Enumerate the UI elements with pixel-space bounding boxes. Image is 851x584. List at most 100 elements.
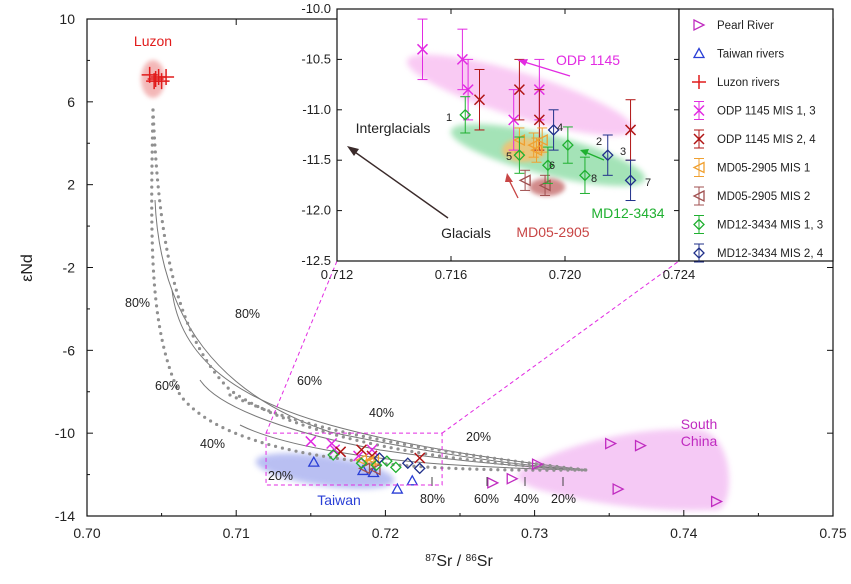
inset-point-number: 3 — [620, 146, 626, 158]
legend-label: ODP 1145 MIS 2, 4 — [717, 134, 816, 146]
legend-marker — [693, 18, 706, 32]
inset-data-point — [547, 124, 560, 136]
inset-data-point — [508, 114, 520, 126]
y-tick-label: -6 — [63, 342, 76, 358]
x-tick-label: 0.74 — [670, 525, 697, 541]
data-point — [413, 462, 426, 475]
mixing-percent-label: 40% — [369, 406, 394, 420]
inset-point-number: 1 — [446, 112, 452, 124]
legend-marker — [693, 218, 705, 231]
odp-1145-label: ODP 1145 — [556, 52, 620, 68]
glacial-interglacial-arrow — [351, 149, 449, 219]
legend-marker — [692, 189, 705, 203]
inset-y-tick-label: -12.5 — [301, 253, 331, 268]
inset-data-point — [533, 114, 545, 126]
inset-data-point — [541, 159, 554, 172]
region-label: Luzon — [134, 33, 172, 49]
md12-arrow — [584, 151, 605, 161]
data-point — [158, 68, 175, 85]
data-point — [487, 476, 500, 489]
mixing-percent-label: 60% — [474, 492, 499, 506]
md05-mis1-field — [502, 138, 546, 162]
legend-marker — [692, 75, 706, 89]
legend-label: Taiwan rivers — [717, 49, 784, 61]
inset-data-point — [561, 139, 574, 151]
inset-data-point — [530, 144, 543, 157]
mixing-curve — [239, 424, 587, 471]
md05-mis2-field — [529, 178, 565, 196]
taiwan-region — [255, 453, 395, 489]
inset-data-point — [513, 149, 526, 162]
legend-label: MD12-3434 MIS 2, 4 — [717, 248, 824, 260]
inset-point-number: 2 — [596, 136, 602, 148]
x-tick-label: 0.72 — [372, 525, 399, 541]
data-point — [356, 464, 370, 476]
odp-field — [406, 54, 634, 136]
data-point — [305, 435, 317, 447]
mixing-bound-dotted — [228, 393, 588, 472]
data-point — [612, 483, 625, 496]
x-axis-label-superscript: 86 — [466, 553, 478, 564]
data-point — [307, 455, 320, 467]
data-point — [710, 495, 724, 508]
mixing-percent-label: 40% — [200, 437, 225, 451]
data-point — [531, 458, 545, 471]
data-point — [355, 457, 368, 470]
inset-point-number: 6 — [549, 160, 555, 172]
data-point — [391, 482, 404, 494]
glacial-interglacial-arrowhead — [347, 146, 359, 156]
data-point — [401, 457, 414, 470]
mixing-bound-dotted — [150, 108, 588, 472]
inset-x-tick-label: 0.720 — [549, 267, 582, 282]
legend-marker — [692, 161, 705, 174]
inset-data-point — [518, 174, 531, 187]
legend-label: MD12-3434 MIS 1, 3 — [717, 220, 823, 232]
inset-data-point — [473, 94, 486, 106]
data-point — [605, 437, 618, 450]
data-point — [406, 474, 419, 486]
data-point — [389, 461, 402, 474]
data-point — [506, 472, 519, 485]
inset-x-tick-label: 0.724 — [663, 267, 696, 282]
legend-label: MD05-2905 MIS 2 — [717, 191, 810, 203]
mixing-curve — [199, 379, 587, 471]
inset-data-point — [527, 139, 540, 152]
y-axis-label: εNd — [19, 254, 36, 282]
legend-label: Pearl River — [717, 20, 774, 32]
mixing-percent-label: 60% — [155, 379, 180, 393]
legend-marker — [693, 104, 705, 117]
legend-marker — [693, 133, 705, 145]
inset-data-point — [462, 84, 474, 96]
legend-label: Luzon rivers — [717, 77, 780, 89]
md05-2905-label: MD05-2905 — [516, 224, 589, 240]
inset-y-tick-label: -12.0 — [301, 203, 331, 218]
y-tick-label: 2 — [67, 177, 75, 193]
x-axis-label-part: Sr / — [436, 553, 465, 570]
inset-point-number: 5 — [506, 151, 512, 163]
inset-data-point — [601, 149, 614, 162]
inset-y-tick-label: -10.5 — [301, 51, 331, 66]
inset-data-point — [624, 174, 637, 187]
glacials-label: Glacials — [441, 225, 491, 241]
md12-3434-label: MD12-3434 — [591, 205, 664, 221]
inset-data-point — [625, 124, 637, 136]
odp-arrowhead — [518, 59, 528, 66]
inset-y-tick-label: -10.0 — [301, 1, 331, 16]
x-tick-label: 0.73 — [521, 525, 548, 541]
inset-data-point — [459, 108, 472, 121]
data-point — [326, 437, 338, 450]
inset-y-tick-label: -11.0 — [302, 102, 331, 117]
legend-label: MD05-2905 MIS 1 — [717, 163, 810, 175]
data-point — [327, 448, 340, 461]
inset-x-tick-label: 0.712 — [321, 267, 354, 282]
data-point — [634, 439, 647, 452]
inset-data-point — [579, 169, 591, 182]
y-tick-label: -14 — [55, 508, 75, 524]
data-point — [146, 73, 163, 90]
region-label: China — [681, 433, 718, 449]
inset-y-tick-label: -11.5 — [302, 152, 331, 167]
x-axis-label: 87Sr / 86Sr — [425, 553, 493, 571]
mixing-curve — [171, 289, 587, 471]
mixing-percent-label: 20% — [551, 492, 576, 506]
x-tick-label: 0.71 — [223, 525, 250, 541]
